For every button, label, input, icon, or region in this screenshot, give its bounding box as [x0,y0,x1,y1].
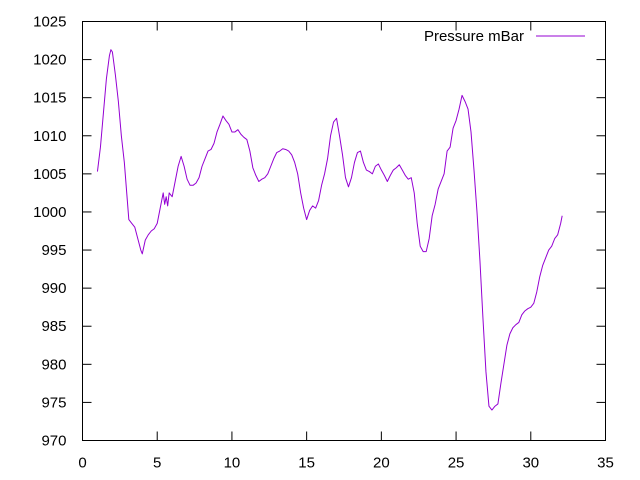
y-tick-label: 1020 [33,52,66,69]
y-tick-label: 975 [41,394,66,411]
y-tick-label: 990 [41,280,66,297]
x-tick-label: 5 [153,455,161,472]
x-tick-label: 35 [597,455,614,472]
x-tick-label: 25 [448,455,465,472]
y-axis-ticks: 970 975 980 985 990 995 1000 1005 1010 1015 1020 10… [33,14,606,450]
y-tick-label: 980 [41,356,66,373]
legend-label-pressure: Pressure mBar [424,28,524,45]
y-tick-label: 1005 [33,166,66,183]
x-tick-label: 20 [373,455,390,472]
x-tick-label: 15 [298,455,315,472]
y-tick-label: 985 [41,318,66,335]
x-tick-label: 10 [224,455,241,472]
legend: Pressure mBar [424,28,585,45]
y-tick-label: 1025 [33,14,66,31]
plot-frame [82,21,606,441]
y-tick-label: 995 [41,242,66,259]
x-tick-label: 0 [78,455,86,472]
y-tick-label: 1000 [33,204,66,221]
y-tick-label: 1015 [33,90,66,107]
y-tick-label: 1010 [33,128,66,145]
series-layer [96,49,563,411]
y-tick-label: 970 [41,433,66,450]
x-tick-label: 30 [522,455,539,472]
series-line-pressure [96,49,563,411]
x-axis-ticks: 0 5 10 15 20 25 30 35 [78,21,614,472]
